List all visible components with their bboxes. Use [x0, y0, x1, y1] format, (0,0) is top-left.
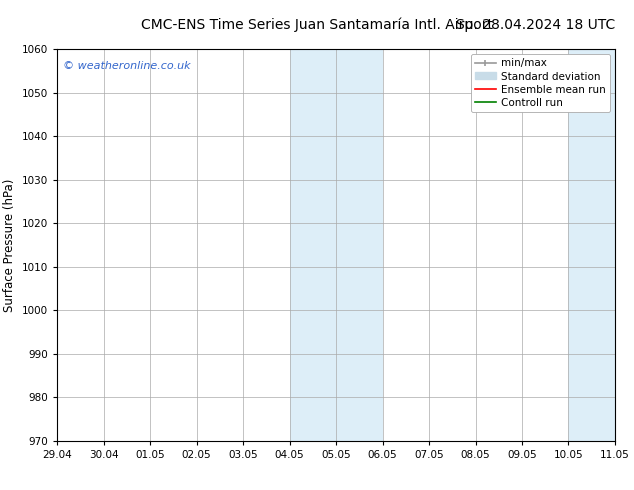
Text: CMC-ENS Time Series Juan Santamaría Intl. Airport: CMC-ENS Time Series Juan Santamaría Intl…	[141, 17, 493, 32]
Text: © weatheronline.co.uk: © weatheronline.co.uk	[63, 61, 190, 71]
Text: Su. 28.04.2024 18 UTC: Su. 28.04.2024 18 UTC	[456, 18, 615, 32]
Y-axis label: Surface Pressure (hPa): Surface Pressure (hPa)	[3, 178, 16, 312]
Bar	[290, 49, 382, 441]
Bar	[569, 49, 634, 441]
Legend: min/max, Standard deviation, Ensemble mean run, Controll run: min/max, Standard deviation, Ensemble me…	[470, 54, 610, 112]
